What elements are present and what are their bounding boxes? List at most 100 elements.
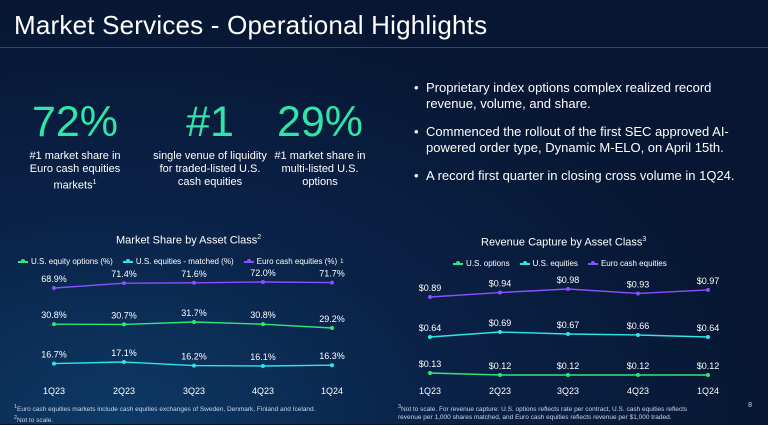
data-label: 31.7% bbox=[181, 308, 207, 318]
stat-value: #1 bbox=[186, 98, 234, 146]
data-point bbox=[330, 280, 334, 285]
data-point bbox=[706, 373, 710, 377]
data-point bbox=[330, 326, 334, 330]
chart-title-market-share: Market Share by Asset Class2 bbox=[116, 234, 262, 247]
data-label: $0.66 bbox=[627, 321, 650, 331]
data-point bbox=[636, 333, 640, 337]
data-point bbox=[192, 280, 196, 285]
stat-value: 29% bbox=[276, 98, 364, 146]
chart-market-share: 30.8% 30.7% 31.7% 30.8% 29.2% 16.7% 17.1% 16.2%… bbox=[41, 268, 345, 396]
highlight-item: A record first quarter in closing cross … bbox=[414, 168, 759, 184]
data-point bbox=[498, 330, 502, 334]
title-divider bbox=[0, 47, 768, 48]
data-label: 68.9% bbox=[41, 274, 67, 284]
x-tick-label: 4Q23 bbox=[252, 386, 274, 396]
data-label: $0.97 bbox=[697, 276, 720, 286]
data-label: $0.12 bbox=[557, 361, 580, 371]
data-point bbox=[428, 335, 432, 339]
data-label: $0.12 bbox=[697, 361, 720, 371]
data-point bbox=[122, 281, 126, 286]
data-point bbox=[636, 373, 640, 377]
data-point bbox=[52, 322, 56, 327]
data-point bbox=[192, 320, 196, 324]
legend-item: Euro cash equities bbox=[587, 259, 667, 268]
data-label: $0.98 bbox=[557, 275, 580, 285]
data-label: $0.64 bbox=[697, 323, 720, 333]
x-tick-label: 1Q24 bbox=[321, 386, 343, 396]
legend-item: Euro cash equities (%) 1 bbox=[243, 257, 343, 266]
x-tick-label: 3Q23 bbox=[557, 386, 579, 396]
x-tick-label: 3Q23 bbox=[183, 386, 205, 396]
data-point bbox=[428, 295, 432, 299]
x-tick-label: 1Q24 bbox=[697, 386, 719, 396]
data-label: $0.13 bbox=[419, 359, 442, 369]
x-tick-label: 2Q23 bbox=[113, 386, 135, 396]
data-point bbox=[261, 364, 265, 368]
legend-item: U.S. options bbox=[453, 259, 510, 268]
highlight-item: Commenced the rollout of the first SEC a… bbox=[414, 124, 759, 156]
page-title: Market Services - Operational Highlights bbox=[14, 10, 488, 40]
data-label: 71.6% bbox=[181, 269, 207, 279]
data-label: 30.7% bbox=[111, 310, 137, 320]
legend-item: U.S. equity options (%) bbox=[18, 257, 113, 266]
legend-item: U.S. equities bbox=[519, 259, 578, 268]
data-point bbox=[498, 373, 502, 377]
data-label: $0.12 bbox=[627, 361, 650, 371]
data-label: 16.7% bbox=[41, 350, 67, 360]
data-label: $0.64 bbox=[419, 323, 442, 333]
legend-market-share: U.S. equity options (%) U.S. equities - … bbox=[18, 257, 343, 266]
stat-description: #1 market share in multi-listed U.S. opt… bbox=[274, 150, 366, 188]
stat-description: #1 market share in Euro cash equities ma… bbox=[29, 150, 121, 192]
data-point bbox=[52, 361, 56, 366]
footnotes-right: 3Not to scale. For revenue capture: U.S.… bbox=[398, 404, 688, 422]
data-label: 17.1% bbox=[111, 348, 137, 358]
data-point bbox=[566, 287, 570, 291]
data-point bbox=[122, 360, 126, 364]
data-point bbox=[636, 291, 640, 296]
data-point bbox=[261, 322, 265, 327]
legend-item: U.S. equities - matched (%) bbox=[122, 257, 234, 266]
legend-revenue-capture: U.S. options U.S. equities Euro cash equ… bbox=[453, 259, 667, 268]
highlight-item: Proprietary index options complex realiz… bbox=[414, 80, 759, 112]
stat-options-share: 29% #1 market share in multi-listed U.S.… bbox=[255, 100, 385, 189]
data-label: 16.3% bbox=[319, 351, 345, 361]
data-label: 30.8% bbox=[41, 310, 67, 320]
data-point bbox=[498, 290, 502, 295]
data-point bbox=[566, 373, 570, 377]
x-tick-label: 2Q23 bbox=[489, 386, 511, 396]
data-label: 16.2% bbox=[181, 352, 207, 362]
data-point bbox=[122, 322, 126, 327]
data-point bbox=[566, 332, 570, 336]
data-label: $0.69 bbox=[489, 318, 512, 328]
stat-description: single venue of liquidity for traded-lis… bbox=[153, 150, 267, 188]
highlights-list: Proprietary index options complex realiz… bbox=[414, 80, 759, 196]
data-label: 72.0% bbox=[250, 268, 276, 278]
x-tick-label: 1Q23 bbox=[419, 386, 441, 396]
data-point bbox=[706, 287, 710, 292]
stat-value: 72% bbox=[31, 98, 119, 146]
data-label: 71.7% bbox=[319, 269, 345, 279]
data-point bbox=[192, 363, 196, 368]
data-label: 16.1% bbox=[250, 352, 276, 362]
data-label: $0.12 bbox=[489, 361, 512, 371]
x-tick-label: 4Q23 bbox=[627, 386, 649, 396]
data-label: $0.67 bbox=[557, 320, 580, 330]
data-point bbox=[52, 286, 56, 290]
data-label: $0.94 bbox=[489, 279, 512, 289]
data-point bbox=[261, 280, 265, 284]
x-tick-label: 1Q23 bbox=[43, 386, 65, 396]
data-label: 30.8% bbox=[250, 310, 276, 320]
footnotes-left: 1Euro cash equities markets include cash… bbox=[14, 404, 316, 425]
data-label: 29.2% bbox=[319, 314, 345, 324]
stat-us-liquidity: #1 single venue of liquidity for traded-… bbox=[145, 100, 275, 189]
data-point bbox=[428, 371, 432, 375]
data-label: 71.4% bbox=[111, 269, 137, 279]
chart-title-revenue-capture: Revenue Capture by Asset Class3 bbox=[481, 236, 647, 249]
chart-revenue-capture: $0.13 $0.12 $0.12 $0.12 $0.12 $0.64 $0.69 $0.67… bbox=[419, 275, 720, 396]
data-point bbox=[706, 335, 710, 339]
stat-euro-share: 72% #1 market share in Euro cash equitie… bbox=[10, 100, 140, 193]
data-label: $0.89 bbox=[419, 283, 442, 293]
data-point bbox=[330, 363, 334, 368]
page-number: 8 bbox=[748, 402, 752, 409]
data-label: $0.93 bbox=[627, 279, 650, 289]
